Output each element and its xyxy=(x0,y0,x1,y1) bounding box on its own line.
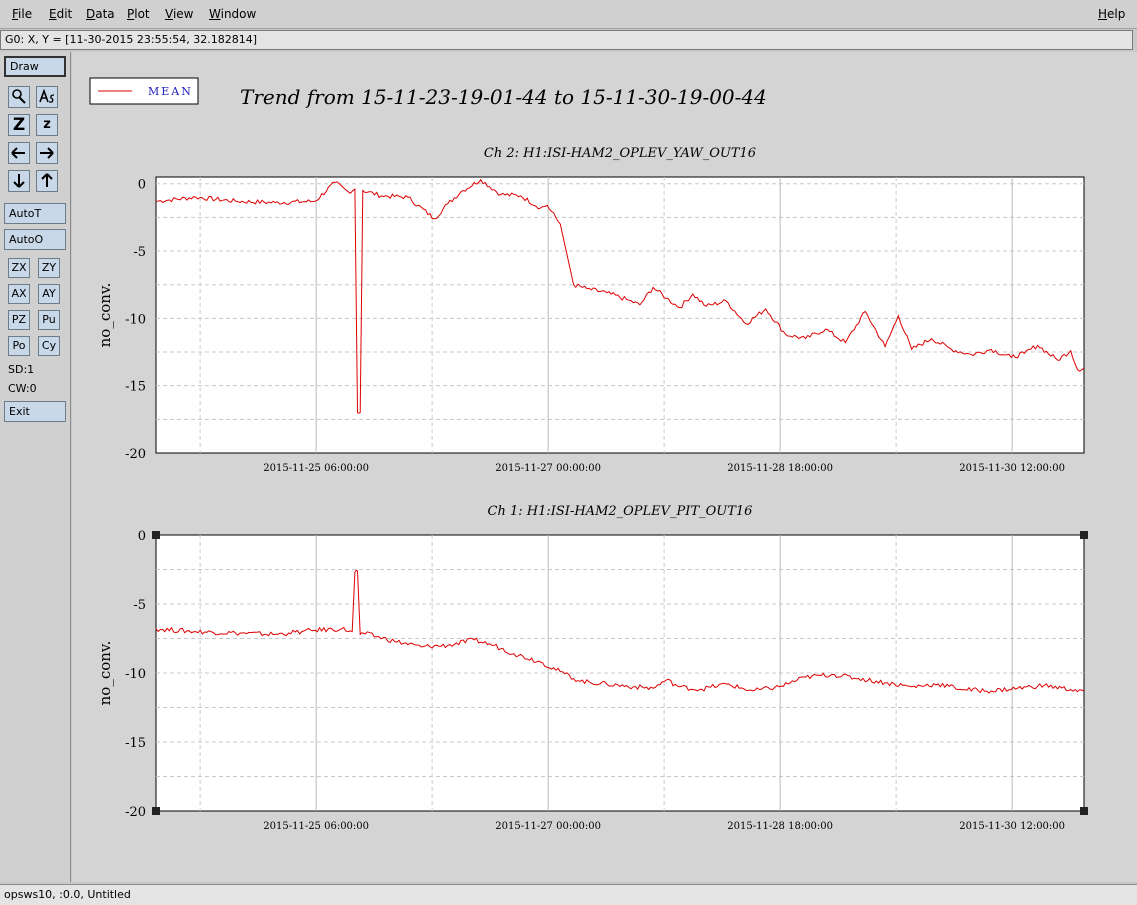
menu-help[interactable]: Help xyxy=(1098,7,1126,21)
exit-button[interactable]: Exit xyxy=(4,401,66,422)
y-tick-label: -10 xyxy=(125,312,146,327)
legend-label: MEAN xyxy=(148,85,193,98)
menu-plot[interactable]: Plot xyxy=(127,7,150,21)
status-bar: opsws10, :0.0, Untitled xyxy=(0,884,1137,905)
y-tick-label: -5 xyxy=(133,598,146,613)
draw-button[interactable]: Draw xyxy=(4,56,66,77)
zx-button[interactable]: ZX xyxy=(8,258,30,278)
chart-1[interactable]: 0 -5 -10 -15 -20 2015-11-25 06:00:00 2015-11-2… xyxy=(96,146,1085,474)
magnifier-icon xyxy=(12,89,26,104)
y-tick-label: -15 xyxy=(125,736,146,751)
main-title: Trend from 15-11-23-19-01-44 to 15-11-30… xyxy=(240,85,767,109)
pan-down-button[interactable] xyxy=(8,170,30,192)
cw-label: CW:0 xyxy=(8,382,37,395)
series-line xyxy=(155,569,1085,694)
chart-frame xyxy=(155,176,1085,454)
annotate-tool-button[interactable] xyxy=(36,86,58,108)
x-tick-label: 2015-11-25 06:00:00 xyxy=(263,463,369,474)
arrow-right-icon xyxy=(40,147,54,159)
y-tick-label: -5 xyxy=(133,245,146,260)
chart-title: Ch 2: H1:ISI-HAM2_OPLEV_YAW_OUT16 xyxy=(484,146,756,161)
y-tick-label: -10 xyxy=(125,667,146,682)
x-tick-label: 2015-11-25 06:00:00 xyxy=(263,821,369,832)
zoom-in-small-button[interactable]: z xyxy=(36,114,58,136)
plot-canvas[interactable]: MEAN Trend from 15-11-23-19-01-44 to 15-… xyxy=(72,52,1137,882)
ax-button[interactable]: AX xyxy=(8,284,30,304)
arrow-down-icon xyxy=(13,174,25,188)
y-axis-label: no_conv. xyxy=(96,641,114,706)
menu-window[interactable]: Window xyxy=(209,7,257,21)
pan-up-button[interactable] xyxy=(36,170,58,192)
zoom-in-big-button[interactable]: Z xyxy=(8,114,30,136)
pu-button[interactable]: Pu xyxy=(38,310,60,330)
y-axis-label: no_conv. xyxy=(96,283,114,348)
sd-label: SD:1 xyxy=(8,363,35,376)
arrow-left-icon xyxy=(11,147,25,159)
autoo-button[interactable]: AutoO xyxy=(4,229,66,250)
y-tick-label: -20 xyxy=(125,447,146,462)
chart-2[interactable]: 0 -5 -10 -15 -20 2015-11-25 06:00:00 2015-11-2… xyxy=(96,504,1088,832)
selection-handle[interactable] xyxy=(152,807,160,815)
x-tick-label: 2015-11-28 18:00:00 xyxy=(727,821,833,832)
pan-right-button[interactable] xyxy=(36,142,58,164)
text-tool-icon xyxy=(39,88,55,103)
arrow-up-icon xyxy=(41,173,53,187)
menu-edit[interactable]: Edit xyxy=(49,7,73,21)
zoom-tool-button[interactable] xyxy=(8,86,30,108)
y-tick-label: 0 xyxy=(138,178,146,193)
legend: MEAN xyxy=(89,77,199,105)
charts: 0 -5 -10 -15 -20 2015-11-25 06:00:00 2015-11-2… xyxy=(96,146,1088,832)
series-line xyxy=(155,178,1085,414)
selection-handle[interactable] xyxy=(1080,531,1088,539)
ay-button[interactable]: AY xyxy=(38,284,60,304)
pz-button[interactable]: PZ xyxy=(8,310,30,330)
cy-button[interactable]: Cy xyxy=(38,336,60,356)
menu-bar: File Edit Data Plot View Window Help xyxy=(0,0,1137,29)
chart-title: Ch 1: H1:ISI-HAM2_OPLEV_PIT_OUT16 xyxy=(488,504,753,519)
selection-handle[interactable] xyxy=(1080,807,1088,815)
menu-data[interactable]: Data xyxy=(86,7,115,21)
x-tick-label: 2015-11-30 12:00:00 xyxy=(959,463,1065,474)
po-button[interactable]: Po xyxy=(8,336,30,356)
y-tick-label: 0 xyxy=(138,529,146,544)
x-tick-label: 2015-11-27 00:00:00 xyxy=(495,821,601,832)
menu-view[interactable]: View xyxy=(165,7,194,21)
toolbar-sidebar: Draw Z z AutoT AutoO ZX ZY AX AY PZ Pu P… xyxy=(0,52,71,882)
x-tick-label: 2015-11-27 00:00:00 xyxy=(495,463,601,474)
coordinate-readout: G0: X, Y = [11-30-2015 23:55:54, 32.1828… xyxy=(0,30,1133,50)
y-tick-label: -15 xyxy=(125,380,146,395)
zy-button[interactable]: ZY xyxy=(38,258,60,278)
menu-file[interactable]: File xyxy=(12,7,33,21)
x-tick-label: 2015-11-30 12:00:00 xyxy=(959,821,1065,832)
y-tick-label: -20 xyxy=(125,805,146,820)
x-tick-label: 2015-11-28 18:00:00 xyxy=(727,463,833,474)
selection-handle[interactable] xyxy=(152,531,160,539)
autot-button[interactable]: AutoT xyxy=(4,203,66,224)
plot-area: MEAN Trend from 15-11-23-19-01-44 to 15-… xyxy=(72,52,1137,882)
pan-left-button[interactable] xyxy=(8,142,30,164)
